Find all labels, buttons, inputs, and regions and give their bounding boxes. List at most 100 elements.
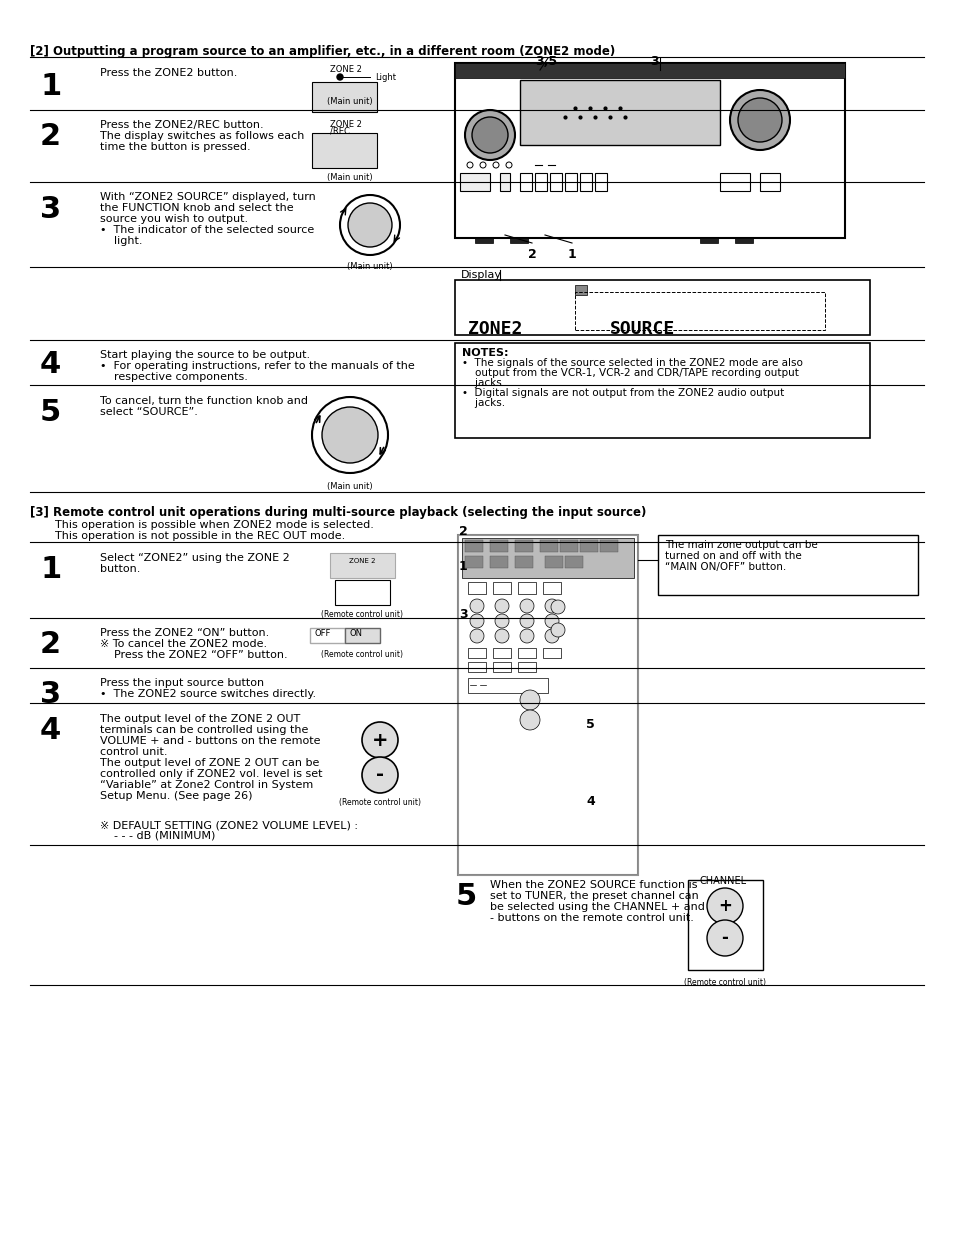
Bar: [564, 173, 577, 190]
Text: (Main unit): (Main unit): [327, 173, 373, 182]
Text: -: -: [720, 929, 728, 948]
Text: - buttons on the remote control unit.: - buttons on the remote control unit.: [490, 913, 693, 923]
Text: This operation is not possible in the REC OUT mode.: This operation is not possible in the RE…: [55, 531, 345, 541]
Circle shape: [493, 162, 498, 168]
Circle shape: [706, 888, 742, 924]
Circle shape: [467, 162, 473, 168]
Text: 5: 5: [40, 398, 61, 427]
Text: CHANNEL: CHANNEL: [700, 876, 746, 886]
Text: - - - dB (MINIMUM): - - - dB (MINIMUM): [100, 831, 215, 841]
Text: Display: Display: [460, 270, 501, 280]
Bar: [544, 555, 562, 568]
Text: light.: light.: [100, 236, 142, 246]
Circle shape: [470, 614, 483, 628]
Bar: [564, 555, 582, 568]
Text: (Remote control unit): (Remote control unit): [338, 798, 420, 807]
Circle shape: [551, 600, 564, 614]
Circle shape: [322, 407, 377, 463]
Text: time the button is pressed.: time the button is pressed.: [100, 142, 251, 152]
Bar: [335, 580, 390, 605]
Text: The display switches as follows each: The display switches as follows each: [100, 131, 304, 141]
Bar: [720, 173, 749, 190]
Circle shape: [519, 599, 534, 614]
Bar: [542, 648, 560, 658]
Text: (Main unit): (Main unit): [347, 262, 393, 271]
Bar: [734, 238, 752, 242]
Circle shape: [495, 614, 509, 628]
Text: (Remote control unit): (Remote control unit): [320, 610, 402, 618]
Text: •  For operating instructions, refer to the manuals of the: • For operating instructions, refer to t…: [100, 361, 415, 371]
Bar: [517, 648, 536, 658]
Bar: [312, 82, 376, 113]
Circle shape: [729, 90, 789, 150]
Text: controlled only if ZONE2 vol. level is set: controlled only if ZONE2 vol. level is s…: [100, 769, 322, 779]
Text: control unit.: control unit.: [100, 747, 168, 757]
Text: 1: 1: [458, 560, 467, 573]
Circle shape: [544, 614, 558, 628]
Bar: [515, 541, 533, 552]
Text: ZONE 2: ZONE 2: [330, 120, 361, 129]
Text: (Remote control unit): (Remote control unit): [683, 978, 765, 987]
Text: ON: ON: [350, 628, 363, 638]
Text: (Main unit): (Main unit): [327, 96, 373, 106]
Bar: [493, 581, 511, 594]
Bar: [575, 285, 586, 294]
Text: The output level of the ZONE 2 OUT: The output level of the ZONE 2 OUT: [100, 714, 300, 724]
Text: set to TUNER, the preset channel can: set to TUNER, the preset channel can: [490, 891, 698, 901]
Text: Setup Menu. (See page 26): Setup Menu. (See page 26): [100, 790, 253, 802]
Text: select “SOURCE”.: select “SOURCE”.: [100, 407, 197, 417]
Text: 2: 2: [527, 247, 537, 261]
Text: The main zone output can be: The main zone output can be: [664, 541, 817, 550]
Bar: [519, 173, 532, 190]
Text: ZONE 2: ZONE 2: [330, 66, 361, 74]
Circle shape: [519, 710, 539, 730]
Text: 3: 3: [40, 680, 61, 709]
Circle shape: [738, 98, 781, 142]
Bar: [519, 80, 720, 145]
Bar: [464, 555, 482, 568]
Bar: [575, 292, 824, 330]
Circle shape: [505, 162, 512, 168]
Bar: [535, 173, 546, 190]
Bar: [312, 134, 376, 168]
Text: source you wish to output.: source you wish to output.: [100, 214, 248, 224]
Text: SOURCE: SOURCE: [609, 320, 675, 338]
Text: ※ DEFAULT SETTING (ZONE2 VOLUME LEVEL) :: ※ DEFAULT SETTING (ZONE2 VOLUME LEVEL) :: [100, 820, 357, 830]
Text: ※ To cancel the ZONE2 mode.: ※ To cancel the ZONE2 mode.: [100, 640, 267, 649]
Text: •  Digital signals are not output from the ZONE2 audio output: • Digital signals are not output from th…: [461, 388, 783, 398]
Bar: [475, 238, 493, 242]
Text: VOLUME + and - buttons on the remote: VOLUME + and - buttons on the remote: [100, 736, 320, 746]
Bar: [515, 555, 533, 568]
Bar: [461, 538, 634, 578]
Text: 4: 4: [585, 795, 594, 808]
Bar: [490, 541, 507, 552]
Text: •  The ZONE2 source switches directly.: • The ZONE2 source switches directly.: [100, 689, 315, 699]
Text: 1: 1: [40, 72, 61, 101]
Text: This operation is possible when ZONE2 mode is selected.: This operation is possible when ZONE2 mo…: [55, 520, 374, 529]
Text: [3] Remote control unit operations during multi-source playback (selecting the i: [3] Remote control unit operations durin…: [30, 506, 646, 520]
Text: “MAIN ON/OFF” button.: “MAIN ON/OFF” button.: [664, 562, 785, 571]
Bar: [539, 541, 558, 552]
Bar: [330, 553, 395, 578]
Text: jacks.: jacks.: [461, 398, 504, 408]
Circle shape: [519, 614, 534, 628]
Circle shape: [348, 203, 392, 247]
Bar: [490, 555, 507, 568]
Text: 1: 1: [40, 555, 61, 584]
Text: Press the ZONE2/REC button.: Press the ZONE2/REC button.: [100, 120, 263, 130]
Text: Start playing the source to be output.: Start playing the source to be output.: [100, 350, 310, 360]
Bar: [459, 173, 490, 190]
Bar: [455, 63, 844, 238]
Text: Press the ZONE2 button.: Press the ZONE2 button.: [100, 68, 237, 78]
Bar: [457, 534, 638, 875]
Bar: [517, 662, 536, 672]
Bar: [687, 880, 762, 970]
Text: Press the ZONE2 “OFF” button.: Press the ZONE2 “OFF” button.: [100, 649, 287, 661]
Bar: [345, 628, 379, 643]
Text: respective components.: respective components.: [100, 372, 248, 382]
Text: OFF: OFF: [314, 628, 331, 638]
Text: ZONE2: ZONE2: [468, 320, 522, 338]
Text: (Main unit): (Main unit): [327, 482, 373, 491]
Bar: [468, 678, 547, 693]
Bar: [455, 280, 869, 335]
